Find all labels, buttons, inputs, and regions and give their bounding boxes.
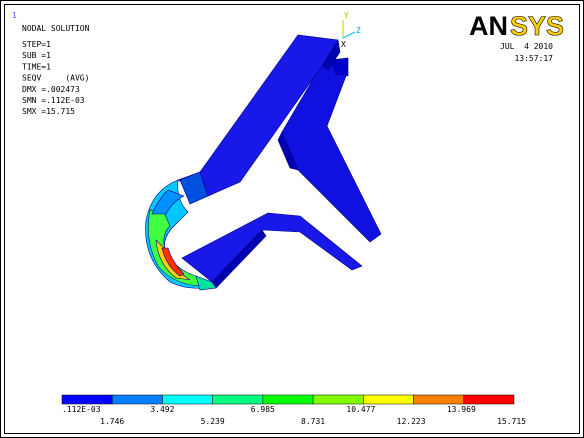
result-title: NODAL SOLUTION (22, 24, 90, 33)
legend-swatch (162, 394, 213, 405)
legend-label: 5.239 (201, 417, 225, 426)
legend-label: 12.223 (397, 417, 426, 426)
legend-swatch (463, 394, 515, 405)
legend-label: .112E-03 (62, 405, 101, 414)
logo-an: AN (469, 11, 508, 41)
result-info: STEP=1 SUB =1 TIME=1 SEQV (AVG) DMX =.002473… (22, 40, 89, 116)
triad: Y Z X (341, 11, 361, 49)
legend-label: 6.985 (251, 405, 275, 414)
legend-label: 13.969 (447, 405, 476, 414)
result-line: SMX =15.715 (22, 107, 75, 116)
legend-label: 15.715 (497, 417, 526, 426)
model (145, 34, 382, 291)
legend-label: 10.477 (346, 405, 375, 414)
result-line: TIME=1 (22, 62, 51, 71)
result-line: SEQV (AVG) (22, 74, 89, 83)
inner-frame (4, 4, 580, 434)
legend-swatch (312, 394, 364, 405)
legend-swatch (212, 394, 264, 405)
legend: .112E-03 1.746 3.492 5.239 6.985 8.731 10.477 1… (61, 394, 526, 426)
date: JUL 4 2010 (500, 42, 553, 51)
legend-label: 3.492 (150, 405, 174, 414)
legend-swatch (413, 394, 465, 405)
result-line: SMN =.112E-03 (22, 96, 85, 105)
logo-sys: SYS (510, 11, 564, 41)
time: 13:57:17 (514, 54, 553, 63)
result-line: DMX =.002473 (22, 85, 80, 94)
legend-label: 8.731 (301, 417, 325, 426)
legend-swatch (61, 394, 113, 405)
triad-y: Y (344, 11, 349, 20)
legend-swatch (262, 394, 314, 405)
result-line: STEP=1 (22, 40, 51, 49)
legend-swatch (363, 394, 414, 405)
legend-swatch (111, 394, 163, 405)
triad-x: X (341, 40, 346, 49)
triad-z: Z (356, 26, 361, 35)
viewport-label: 1 (12, 11, 17, 20)
legend-label: 1.746 (100, 417, 124, 426)
result-line: SUB =1 (22, 51, 51, 60)
